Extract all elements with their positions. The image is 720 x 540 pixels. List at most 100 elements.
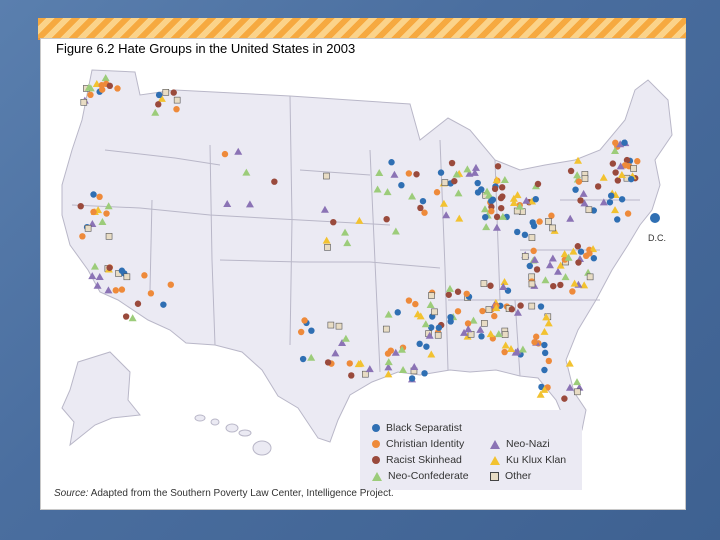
group-marker-square [162, 89, 170, 96]
legend-neo-nazi: Neo-Nazi [490, 438, 550, 450]
group-marker-triangle [399, 365, 408, 373]
group-marker-circle [491, 185, 499, 193]
group-marker-circle [419, 197, 427, 205]
group-marker-triangle [90, 262, 99, 270]
group-marker-square [485, 306, 493, 313]
group-marker-triangle [421, 320, 430, 328]
group-marker-triangle [88, 272, 97, 280]
group-marker-triangle [341, 334, 350, 342]
group-marker-circle [536, 218, 543, 225]
group-marker-circle [412, 300, 419, 308]
group-marker-triangle [500, 278, 509, 286]
group-marker-circle [413, 171, 420, 178]
group-marker-triangle [565, 383, 574, 391]
group-marker-circle [324, 359, 332, 366]
group-marker-square [480, 280, 488, 287]
group-marker-triangle [463, 165, 472, 173]
circle-icon [372, 440, 380, 448]
group-marker-circle [112, 287, 119, 294]
group-marker-circle [541, 366, 548, 374]
group-marker-circle [348, 372, 355, 379]
group-marker-triangle [530, 255, 539, 263]
triangle-icon [372, 471, 382, 481]
group-marker-circle [534, 180, 542, 188]
group-marker-circle [155, 101, 162, 108]
group-marker-circle [609, 160, 617, 167]
group-marker-square [105, 233, 113, 240]
group-marker-triangle [151, 108, 160, 116]
group-marker-circle [575, 259, 582, 266]
group-marker-triangle [556, 261, 565, 269]
group-marker-circle [612, 169, 619, 176]
triangle-icon [490, 439, 500, 449]
group-marker-circle [114, 85, 121, 92]
group-marker-circle [346, 360, 353, 367]
group-marker-circle [330, 218, 337, 226]
group-marker-triangle [544, 319, 553, 327]
group-marker-circle [634, 158, 641, 165]
group-marker-triangle [223, 199, 232, 207]
group-marker-circle [79, 233, 86, 240]
group-marker-circle [170, 89, 177, 96]
group-marker-square [528, 302, 536, 310]
group-marker-triangle [84, 83, 93, 91]
group-marker-triangle [498, 212, 507, 220]
group-marker-circle [498, 184, 506, 191]
group-marker-triangle [98, 218, 107, 226]
legend-christian-identity: Christian Identity [372, 438, 464, 450]
group-marker-circle [623, 156, 631, 164]
group-marker-triangle [454, 189, 463, 197]
group-marker-triangle [513, 308, 522, 316]
group-marker-triangle [511, 348, 520, 356]
group-marker-circle [90, 191, 97, 198]
group-marker-circle [433, 189, 441, 196]
group-marker-triangle [560, 250, 569, 258]
group-marker-circle [575, 178, 583, 185]
group-marker-circle [521, 231, 529, 239]
group-marker-circle [388, 159, 395, 166]
group-marker-circle [299, 355, 307, 363]
group-marker-triangle [356, 359, 365, 367]
group-marker-triangle [566, 214, 575, 222]
group-marker-circle [423, 343, 430, 350]
group-marker-square [549, 224, 556, 232]
group-marker-triangle [509, 194, 518, 202]
group-marker-circle [308, 327, 315, 334]
group-marker-triangle [375, 169, 384, 177]
group-marker-circle [118, 267, 126, 274]
group-marker-triangle [536, 390, 545, 398]
group-marker-square [362, 370, 369, 378]
group-marker-triangle [307, 353, 316, 361]
group-marker-circle [550, 282, 557, 290]
circle-icon [372, 456, 380, 464]
group-marker-circle [445, 291, 452, 298]
group-marker-circle [627, 175, 635, 183]
legend-black-separatist: Black Separatist [372, 422, 462, 434]
group-marker-circle [479, 307, 486, 315]
group-marker-triangle [442, 211, 451, 219]
group-marker-circle [437, 169, 445, 176]
group-marker-circle [416, 340, 423, 348]
group-marker-triangle [384, 358, 393, 366]
group-marker-circle [408, 375, 416, 382]
group-marker-circle [569, 288, 576, 295]
group-marker-circle [98, 82, 105, 89]
group-marker-triangle [541, 276, 550, 284]
group-marker-triangle [518, 345, 527, 353]
group-marker-square [323, 172, 330, 180]
group-marker-circle [489, 196, 497, 203]
group-marker-circle [464, 320, 472, 327]
group-marker-triangle [95, 273, 104, 281]
dc-marker [650, 213, 660, 223]
group-marker-circle [530, 247, 537, 255]
group-marker-circle [572, 186, 579, 193]
group-marker-circle [122, 313, 130, 320]
group-marker-circle [421, 370, 428, 377]
group-marker-circle [451, 177, 458, 185]
group-marker-circle [478, 333, 485, 340]
group-marker-circle [134, 300, 142, 307]
group-marker-circle [221, 150, 229, 158]
legend-racist-skinhead: Racist Skinhead [372, 454, 462, 466]
group-marker-circle [160, 301, 167, 308]
